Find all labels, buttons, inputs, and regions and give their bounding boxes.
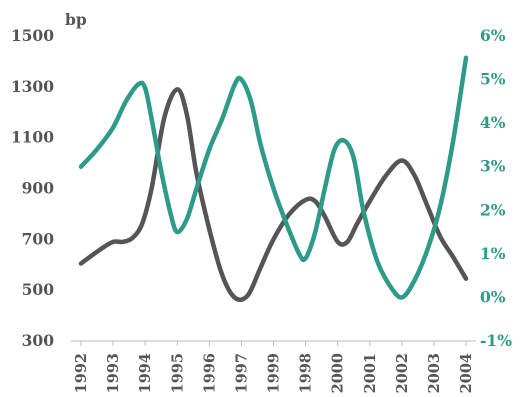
series-lines [78, 55, 469, 303]
x-tick-label: 1998 [298, 353, 315, 393]
right-tick-label: 5% [480, 70, 506, 89]
left-tick-label: 700 [22, 229, 55, 248]
x-tick-label: 1999 [266, 353, 283, 393]
x-tick-label: 2000 [330, 353, 347, 393]
left-tick-label: 500 [22, 280, 55, 299]
right-tick-label: 1% [480, 244, 506, 263]
left-tick-label: 300 [22, 331, 55, 350]
x-tick-label: 2004 [458, 353, 475, 393]
x-tick-label: 1995 [169, 353, 186, 393]
x-tick-label: 1996 [201, 353, 218, 393]
left-tick-label: 900 [22, 179, 55, 198]
x-axis-ticks: 1992 1993 1994 1995 1996 1997 1999 1998 2000 2001… [73, 341, 475, 393]
right-tick-label: 0% [480, 287, 506, 306]
left-tick-label: 1300 [11, 77, 54, 96]
series-line-right-axis [78, 55, 469, 300]
right-tick-label: 4% [480, 113, 506, 132]
x-tick-label: 2003 [426, 353, 443, 393]
left-axis-unit-label: bp [65, 10, 87, 29]
left-tick-label: 1500 [11, 26, 54, 45]
x-tick-label: 1992 [73, 353, 90, 393]
x-tick-label: 1997 [233, 353, 250, 393]
right-tick-label: 2% [480, 200, 506, 219]
x-tick-label: 1993 [105, 353, 122, 393]
right-tick-label: 3% [480, 157, 506, 176]
left-tick-label: 1100 [11, 128, 54, 147]
right-tick-label: -1% [480, 331, 512, 350]
series-line-left-axis [78, 87, 469, 303]
x-tick-label: 2002 [394, 353, 411, 393]
left-axis-ticks: 300 500 700 900 1100 1300 1500 [11, 26, 54, 350]
x-tick-label: 2001 [362, 353, 379, 393]
right-axis-ticks: -1% 0% 1% 2% 3% 4% 5% 6% [480, 26, 512, 350]
right-tick-label: 6% [480, 26, 506, 45]
x-tick-label: 1994 [137, 353, 154, 393]
